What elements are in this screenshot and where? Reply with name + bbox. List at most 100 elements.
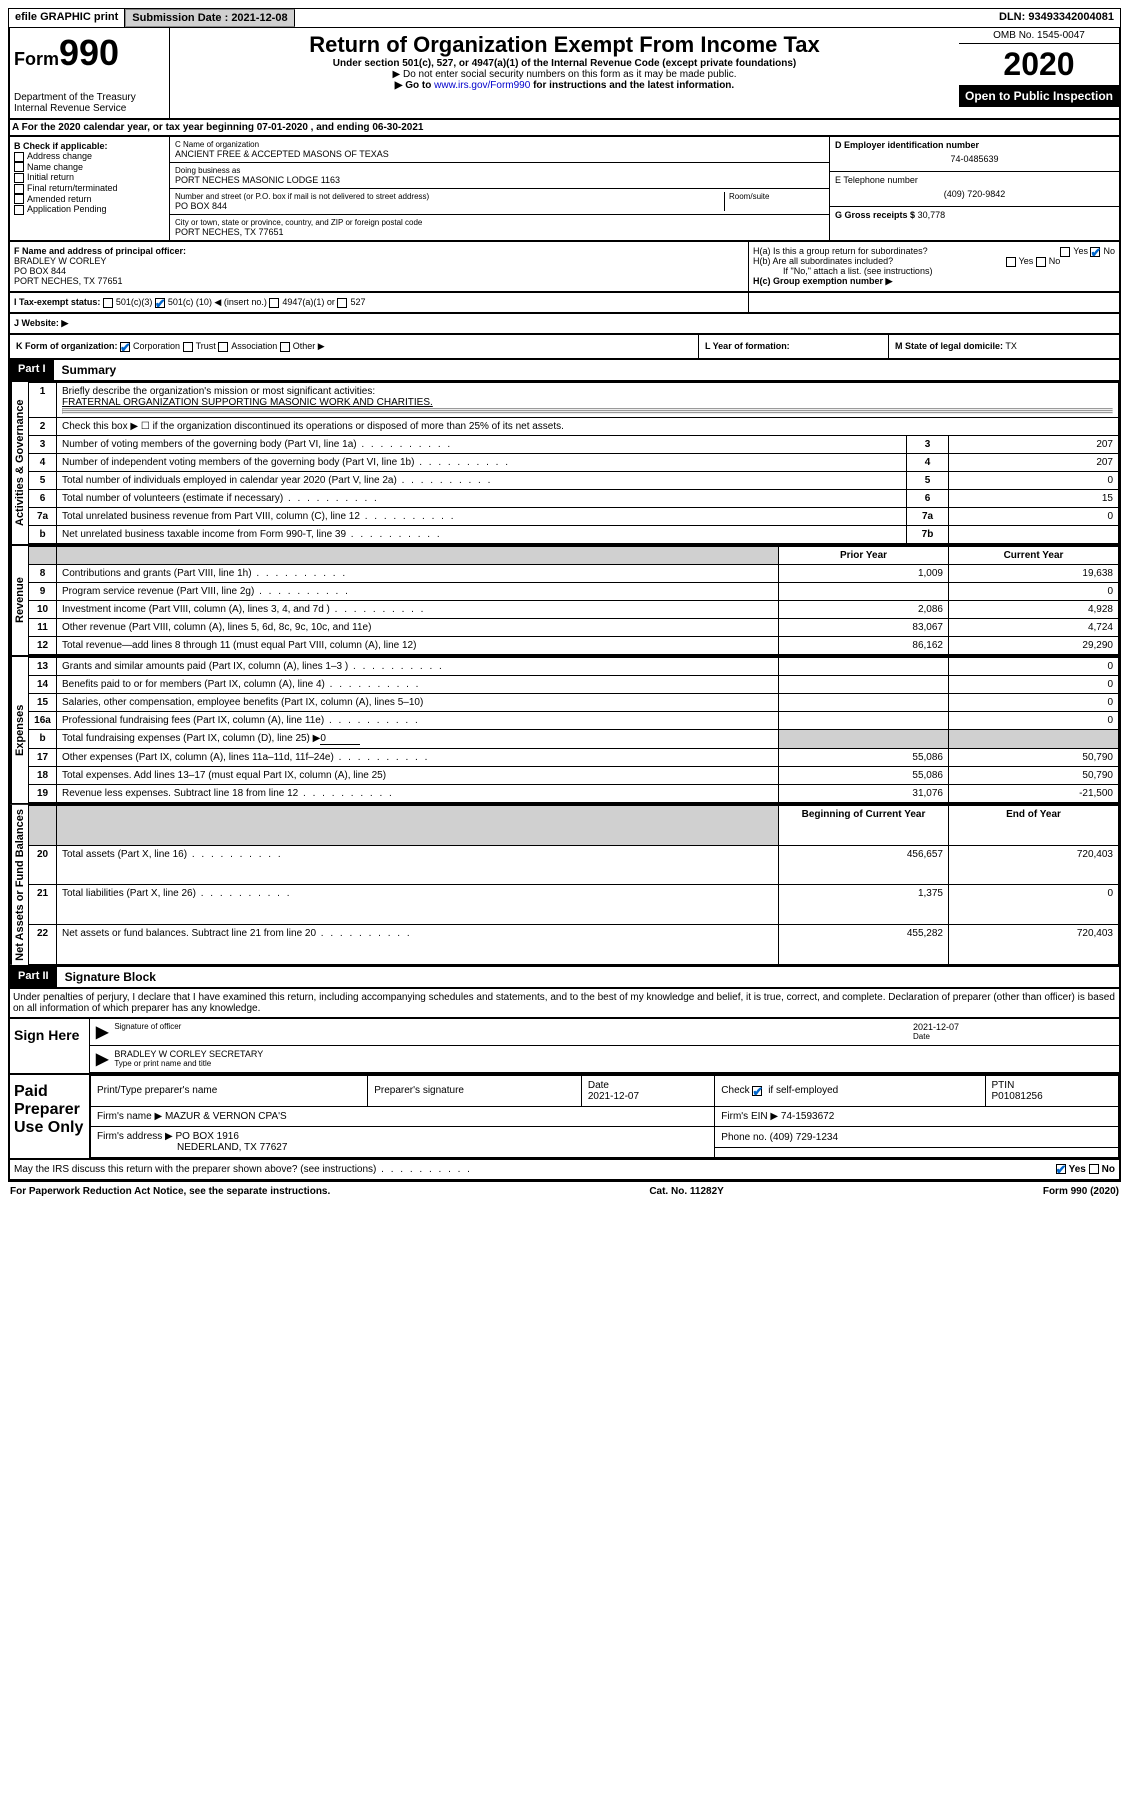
chk-self-employed[interactable] xyxy=(752,1086,762,1096)
c15: 0 xyxy=(949,694,1119,712)
c19: -21,500 xyxy=(949,785,1119,803)
dba-value: PORT NECHES MASONIC LODGE 1163 xyxy=(175,175,824,185)
form-subtitle-2: ▶ Do not enter social security numbers o… xyxy=(174,69,955,80)
q22: Net assets or fund balances. Subtract li… xyxy=(57,925,779,965)
hdr-beg: Beginning of Current Year xyxy=(779,806,949,846)
dba-cell: Doing business as PORT NECHES MASONIC LO… xyxy=(170,163,829,189)
q7b-label: Net unrelated business taxable income fr… xyxy=(57,526,907,544)
chk-final-return[interactable]: Final return/terminated xyxy=(14,183,165,194)
summary-table-exp: 13Grants and similar amounts paid (Part … xyxy=(28,657,1119,803)
officer-label: F Name and address of principal officer: xyxy=(14,246,744,256)
room-suite-label: Room/suite xyxy=(724,192,824,211)
form-subtitle-1: Under section 501(c), 527, or 4947(a)(1)… xyxy=(174,58,955,69)
q15: Salaries, other compensation, employee b… xyxy=(57,694,779,712)
chk-trust[interactable] xyxy=(183,342,193,352)
ha-yes-chk[interactable] xyxy=(1060,247,1070,257)
header-center: Return of Organization Exempt From Incom… xyxy=(170,28,959,118)
q7a-label: Total unrelated business revenue from Pa… xyxy=(57,508,907,526)
chk-initial-return[interactable]: Initial return xyxy=(14,172,165,183)
sig-name-label: Type or print name and title xyxy=(114,1059,263,1068)
expenses-section: Expenses 13Grants and similar amounts pa… xyxy=(8,657,1121,805)
chk-application-pending[interactable]: Application Pending xyxy=(14,204,165,215)
page-footer: For Paperwork Reduction Act Notice, see … xyxy=(8,1181,1121,1201)
vtab-net-assets: Net Assets or Fund Balances xyxy=(10,805,28,965)
dept-treasury: Department of the Treasury xyxy=(14,92,165,103)
c22: 720,403 xyxy=(949,925,1119,965)
box-k: K Form of organization: Corporation Trus… xyxy=(10,335,699,358)
row-klm: K Form of organization: Corporation Trus… xyxy=(8,335,1121,360)
submission-date-button[interactable]: Submission Date : 2021-12-08 xyxy=(125,9,294,27)
chk-association[interactable] xyxy=(218,342,228,352)
c18: 50,790 xyxy=(949,767,1119,785)
p12: 86,162 xyxy=(779,637,949,655)
part-2-title: Signature Block xyxy=(57,967,164,987)
p15 xyxy=(779,694,949,712)
footer-center: Cat. No. 11282Y xyxy=(649,1186,723,1197)
box-j-website: J Website: ▶ xyxy=(8,314,1121,335)
chk-address-change[interactable]: Address change xyxy=(14,151,165,162)
prep-sig-hdr: Preparer's signature xyxy=(368,1075,582,1106)
phone-label: E Telephone number xyxy=(835,175,1114,185)
irs-link[interactable]: www.irs.gov/Form990 xyxy=(434,80,530,91)
dept-irs: Internal Revenue Service xyxy=(14,103,165,114)
mission-text: FRATERNAL ORGANIZATION SUPPORTING MASONI… xyxy=(62,397,433,408)
chk-501c3[interactable] xyxy=(103,298,113,308)
prep-ptin-cell: PTINP01081256 xyxy=(985,1075,1118,1106)
chk-amended-return[interactable]: Amended return xyxy=(14,194,165,205)
sig-officer-label: Signature of officer xyxy=(114,1022,913,1031)
chk-other[interactable] xyxy=(280,342,290,352)
q10: Investment income (Part VIII, column (A)… xyxy=(57,601,779,619)
q9: Program service revenue (Part VIII, line… xyxy=(57,583,779,601)
q19: Revenue less expenses. Subtract line 18 … xyxy=(57,785,779,803)
p16a xyxy=(779,712,949,730)
firm-ein-cell: Firm's EIN ▶ 74-1593672 xyxy=(715,1106,1119,1126)
form-org-label: K Form of organization: xyxy=(16,341,118,351)
p17: 55,086 xyxy=(779,749,949,767)
chk-501c[interactable] xyxy=(155,298,165,308)
q6-label: Total number of volunteers (estimate if … xyxy=(57,490,907,508)
part-2-header: Part II Signature Block xyxy=(8,967,1121,989)
c9: 0 xyxy=(949,583,1119,601)
net-assets-section: Net Assets or Fund Balances Beginning of… xyxy=(8,805,1121,967)
discuss-no-chk[interactable] xyxy=(1089,1164,1099,1174)
sig-name-line: ▶ BRADLEY W CORLEY SECRETARYType or prin… xyxy=(90,1046,1119,1073)
phone-cell: E Telephone number (409) 720-9842 xyxy=(830,172,1119,207)
box-h: H(a) Is this a group return for subordin… xyxy=(749,242,1119,291)
chk-527[interactable] xyxy=(337,298,347,308)
summary-table-na: Beginning of Current YearEnd of Year 20T… xyxy=(28,805,1119,965)
address-cell: Number and street (or P.O. box if mail i… xyxy=(170,189,829,215)
vtab-revenue: Revenue xyxy=(10,546,28,655)
row-f-h: F Name and address of principal officer:… xyxy=(8,242,1121,293)
officer-name: BRADLEY W CORLEY xyxy=(14,256,744,266)
q16a: Professional fundraising fees (Part IX, … xyxy=(57,712,779,730)
officer-addr2: PORT NECHES, TX 77651 xyxy=(14,276,744,286)
inspection-box: Open to Public Inspection xyxy=(959,85,1119,107)
preparer-table: Print/Type preparer's name Preparer's si… xyxy=(90,1075,1119,1158)
firm-addr-cell: Firm's address ▶ PO BOX 1916NEDERLAND, T… xyxy=(91,1126,715,1157)
p21: 1,375 xyxy=(779,885,949,925)
q2-cell: Check this box ▶ ☐ if the organization d… xyxy=(57,418,1119,436)
h-a: H(a) Is this a group return for subordin… xyxy=(753,246,1115,256)
v5: 0 xyxy=(949,472,1119,490)
summary-table-rev: Prior YearCurrent Year 8Contributions an… xyxy=(28,546,1119,655)
box-f: F Name and address of principal officer:… xyxy=(10,242,749,291)
discuss-yes-chk[interactable] xyxy=(1056,1164,1066,1174)
q20: Total assets (Part X, line 16) xyxy=(57,845,779,885)
ha-no-chk[interactable] xyxy=(1090,247,1100,257)
sign-here-label: Sign Here xyxy=(10,1019,90,1073)
penalties-text: Under penalties of perjury, I declare th… xyxy=(8,989,1121,1019)
box-c: C Name of organization ANCIENT FREE & AC… xyxy=(170,137,829,240)
form-number: Form990 xyxy=(14,32,165,74)
chk-name-change[interactable]: Name change xyxy=(14,162,165,173)
hb-no-chk[interactable] xyxy=(1036,257,1046,267)
hb-yes-chk[interactable] xyxy=(1006,257,1016,267)
chk-4947[interactable] xyxy=(269,298,279,308)
h-b-note: If "No," attach a list. (see instruction… xyxy=(753,266,1115,276)
org-name: ANCIENT FREE & ACCEPTED MASONS OF TEXAS xyxy=(175,149,824,159)
chk-corporation[interactable] xyxy=(120,342,130,352)
activities-governance-section: Activities & Governance 1 Briefly descri… xyxy=(8,382,1121,546)
q1-cell: Briefly describe the organization's miss… xyxy=(57,383,1119,418)
p13 xyxy=(779,658,949,676)
hdr-prior: Prior Year xyxy=(779,547,949,565)
discuss-row: May the IRS discuss this return with the… xyxy=(8,1160,1121,1181)
